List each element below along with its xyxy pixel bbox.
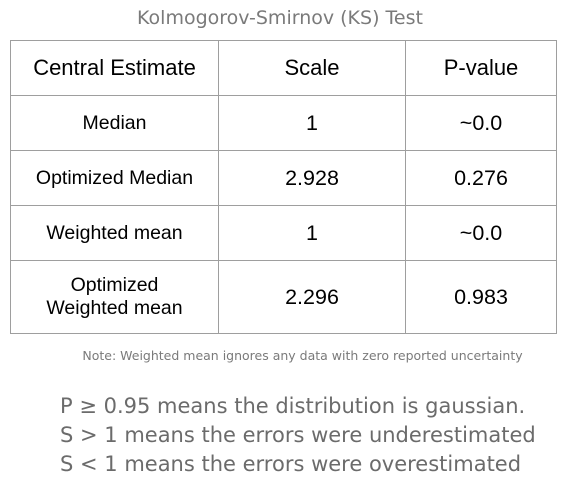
row-p-value: 0.276 bbox=[406, 151, 557, 206]
ks-results-table: Central Estimate Scale P-value Median 1 … bbox=[10, 40, 557, 334]
row-scale: 2.296 bbox=[219, 261, 406, 334]
interpretation-legend: P ≥ 0.95 means the distribution is gauss… bbox=[60, 392, 536, 479]
row-p-value: 0.983 bbox=[406, 261, 557, 334]
footnote: Note: Weighted mean ignores any data wit… bbox=[0, 348, 582, 363]
row-estimate-line-2: Weighted mean bbox=[17, 297, 212, 320]
table-row: Optimized Weighted mean 2.296 0.983 bbox=[11, 261, 557, 334]
row-p-value: ~0.0 bbox=[406, 96, 557, 151]
row-scale: 1 bbox=[219, 206, 406, 261]
row-estimate: Optimized Median bbox=[11, 151, 219, 206]
legend-line-s-greater: S > 1 means the errors were underestimat… bbox=[60, 421, 536, 450]
header-central-estimate: Central Estimate bbox=[11, 41, 219, 96]
header-p-value: P-value bbox=[406, 41, 557, 96]
table-row: Median 1 ~0.0 bbox=[11, 96, 557, 151]
row-estimate-line-1: Optimized bbox=[17, 274, 212, 297]
page-title: Kolmogorov-Smirnov (KS) Test bbox=[0, 7, 560, 29]
row-estimate: Weighted mean bbox=[11, 206, 219, 261]
row-estimate: Median bbox=[11, 96, 219, 151]
table-row: Weighted mean 1 ~0.0 bbox=[11, 206, 557, 261]
row-p-value: ~0.0 bbox=[406, 206, 557, 261]
legend-line-p: P ≥ 0.95 means the distribution is gauss… bbox=[60, 392, 536, 421]
legend-line-s-less: S < 1 means the errors were overestimate… bbox=[60, 450, 536, 479]
row-scale: 1 bbox=[219, 96, 406, 151]
table-header-row: Central Estimate Scale P-value bbox=[11, 41, 557, 96]
table-row: Optimized Median 2.928 0.276 bbox=[11, 151, 557, 206]
row-scale: 2.928 bbox=[219, 151, 406, 206]
header-scale: Scale bbox=[219, 41, 406, 96]
row-estimate: Optimized Weighted mean bbox=[11, 261, 219, 334]
